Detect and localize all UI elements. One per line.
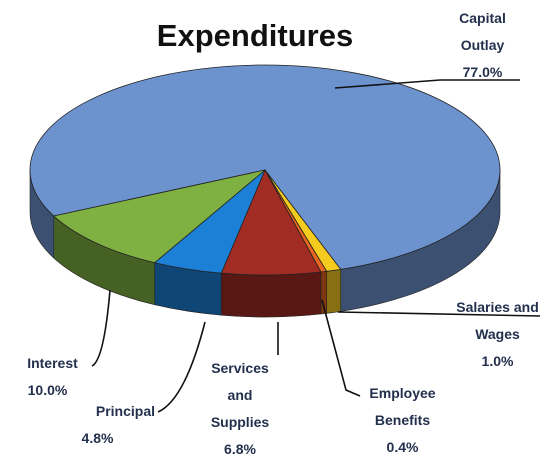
leader-line bbox=[337, 311, 541, 317]
leader-line bbox=[334, 79, 520, 89]
leader-line bbox=[91, 289, 111, 367]
slice bbox=[29, 64, 501, 270]
slice-label: Employee Benefits 0.4% bbox=[355, 380, 450, 456]
slice-label: Principal 4.8% bbox=[55, 398, 155, 452]
chart-title: Expenditures bbox=[156, 18, 354, 53]
slice bbox=[52, 169, 266, 264]
slice-label: Capital Outlay 77.0% bbox=[440, 5, 525, 86]
leaders bbox=[91, 79, 541, 413]
value-label: 1.0% bbox=[481, 353, 514, 369]
slice-label: Interest 10.0% bbox=[10, 350, 95, 404]
category-name: Interest bbox=[27, 355, 78, 371]
slice-label: Services and Supplies 6.8% bbox=[200, 355, 280, 456]
value-label: 4.8% bbox=[81, 430, 114, 446]
slice-label: Salaries and Wages 1.0% bbox=[455, 294, 540, 375]
value-label: 6.8% bbox=[224, 441, 256, 456]
leader-line bbox=[321, 299, 361, 397]
value-label: 0.4% bbox=[386, 439, 419, 455]
category-name: Employee Benefits bbox=[369, 385, 436, 428]
slice-side bbox=[326, 269, 342, 314]
category-name: Capital Outlay bbox=[459, 10, 506, 53]
category-name: Principal bbox=[95, 403, 155, 419]
value-label: 77.0% bbox=[462, 64, 503, 80]
category-name: Services and Supplies bbox=[210, 360, 270, 430]
leader-line bbox=[157, 321, 206, 413]
slice-side bbox=[220, 271, 322, 318]
value-label: 10.0% bbox=[27, 382, 68, 398]
category-name: Salaries and Wages bbox=[456, 299, 539, 342]
